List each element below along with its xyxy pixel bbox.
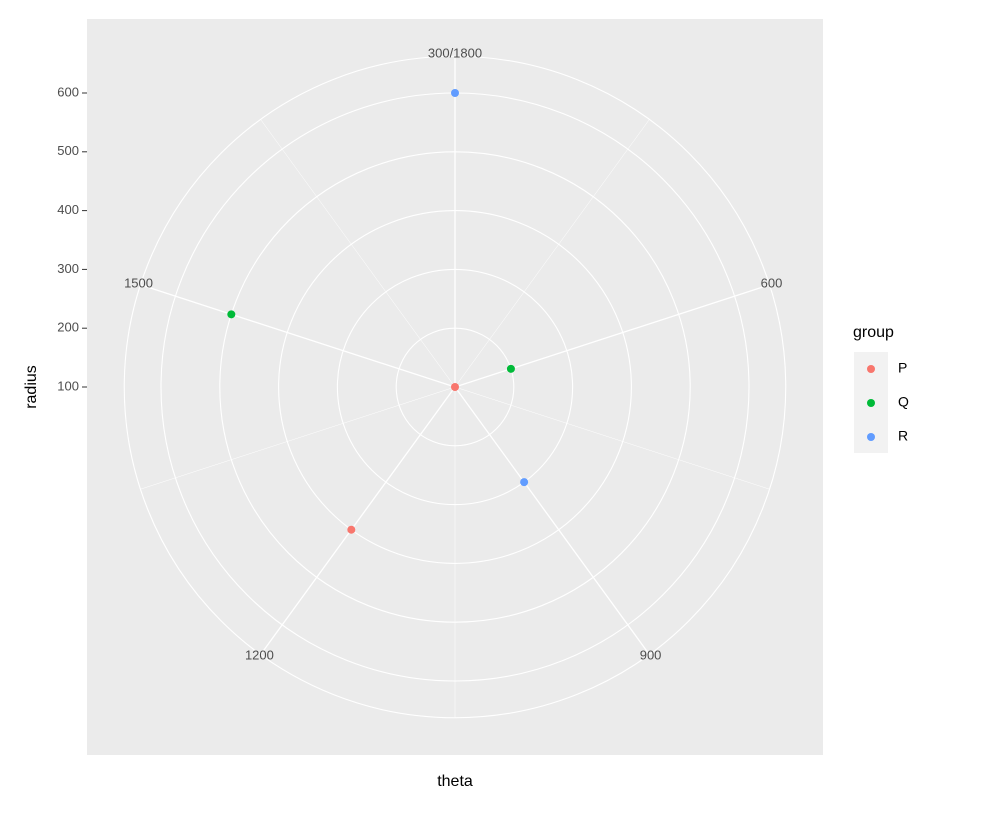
legend-label: Q	[898, 394, 909, 410]
grid-line	[454, 386, 650, 655]
x-axis-title: theta	[437, 773, 473, 790]
point	[451, 383, 459, 391]
y-tick-label: 100	[57, 378, 79, 393]
point	[347, 525, 356, 534]
point	[451, 89, 459, 97]
point	[227, 310, 236, 319]
x-tick-label: 600	[761, 276, 783, 291]
point	[520, 478, 529, 487]
x-tick-label: 1500	[124, 276, 153, 291]
x-tick-label: 900	[640, 648, 662, 663]
minor-grid-line	[260, 119, 456, 388]
x-tick-label: 300/1800	[428, 46, 482, 61]
y-tick-label: 300	[57, 261, 79, 276]
grid-line	[260, 386, 456, 655]
y-tick-label: 600	[57, 84, 79, 99]
y-tick-label: 400	[57, 202, 79, 217]
legend-label: R	[898, 428, 908, 444]
x-tick-label: 1200	[245, 648, 274, 663]
grid	[123, 55, 787, 719]
legend-key	[867, 399, 875, 407]
legend-label: P	[898, 360, 907, 376]
marks	[227, 89, 529, 534]
legend-key	[867, 365, 875, 373]
point	[506, 364, 515, 373]
minor-grid-line	[454, 386, 770, 490]
minor-grid-line	[454, 119, 650, 388]
legend-title: group	[853, 324, 894, 341]
grid-line	[140, 284, 456, 388]
legend-key	[867, 433, 875, 441]
y-tick-label: 200	[57, 320, 79, 335]
y-tick-label: 500	[57, 143, 79, 158]
y-axis-title: radius	[23, 365, 40, 409]
minor-grid-line	[140, 386, 456, 490]
